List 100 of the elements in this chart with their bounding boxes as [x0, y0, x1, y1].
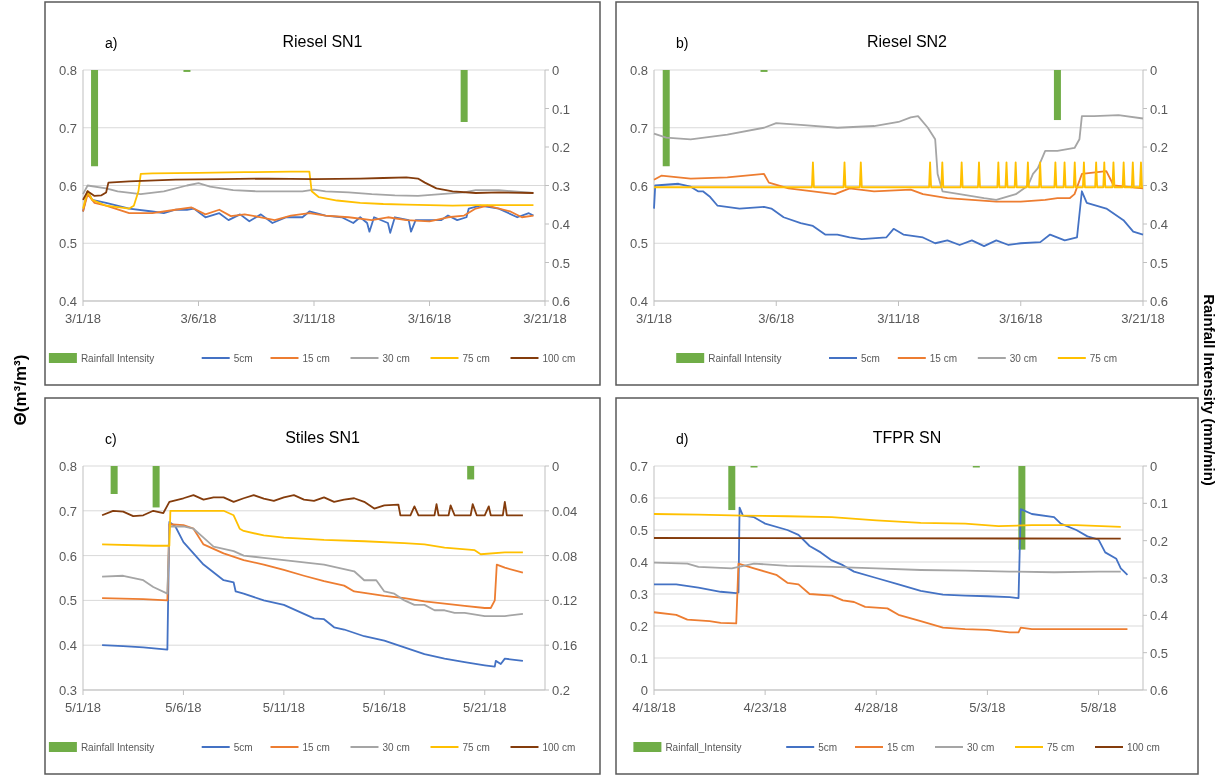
x-tick-label: 4/28/18: [854, 700, 898, 715]
x-tick-label: 3/1/18: [635, 311, 673, 326]
legend-label: 30 cm: [382, 353, 410, 364]
y-tick-label: 0.5: [629, 523, 648, 538]
chart-title: TFPR SN: [872, 429, 942, 446]
y-tick-label: 0.7: [629, 459, 648, 474]
y2-tick-label: 0.2: [1150, 140, 1169, 155]
legend-label: Rainfall Intensity: [80, 742, 155, 753]
y-tick-label: 0.7: [629, 120, 648, 136]
legend-label: Rainfall Intensity: [80, 353, 155, 364]
legend-label: 5cm: [861, 353, 880, 364]
y2-tick-label: 0.4: [552, 217, 571, 232]
y-tick-label: 0.4: [58, 294, 77, 309]
x-tick-label: 5/1/18: [64, 700, 102, 715]
y2-tick-label: 0.6: [1150, 294, 1169, 309]
y2-tick-label: 0.04: [552, 503, 578, 519]
y2-tick-label: 0.6: [1150, 683, 1169, 698]
y2-tick-label: 0.3: [1150, 178, 1169, 194]
y-tick-label: 0.7: [58, 503, 77, 519]
y2-tick-label: 0.3: [1150, 571, 1169, 586]
y2-tick-label: 0.1: [1150, 496, 1169, 512]
chart-title: Riesel SN1: [282, 33, 363, 50]
y-axis-title: Θ(m³/m³): [11, 354, 30, 426]
legend-label: 15 cm: [887, 742, 915, 753]
y-tick-label: 0.5: [58, 593, 77, 609]
y2-tick-label: 0.4: [1150, 217, 1169, 232]
y-tick-label: 0.8: [58, 459, 77, 474]
x-tick-label: 5/21/18: [463, 700, 507, 715]
y2-tick-label: 0.1: [552, 101, 571, 117]
text: a): [105, 35, 118, 51]
x-tick-label: 5/6/18: [165, 700, 202, 715]
x-tick-label: 5/16/18: [362, 700, 406, 715]
y2-tick-label: 0: [1150, 459, 1158, 474]
legend-label: 30 cm: [382, 742, 410, 753]
legend-label: 75 cm: [1047, 742, 1075, 753]
y2-tick-label: 0.3: [552, 178, 571, 194]
y2-tick-label: 0: [552, 459, 560, 474]
x-tick-label: 5/3/18: [969, 700, 1006, 715]
y-tick-label: 0.4: [58, 638, 77, 654]
y-tick-label: 0.7: [58, 120, 77, 136]
y2-tick-label: 0.4: [1150, 608, 1169, 624]
legend-label: Rainfall Intensity: [708, 353, 782, 364]
text: b): [676, 35, 689, 51]
y2-axis-title: Rainfall Intensity (mm/min): [1201, 294, 1218, 486]
x-tick-label: 3/11/18: [877, 311, 920, 326]
legend-label: 30 cm: [1009, 353, 1038, 364]
y2-tick-label: 0.2: [552, 140, 571, 155]
y-tick-label: 0.4: [629, 294, 648, 309]
y-tick-label: 0: [640, 683, 648, 698]
y-tick-label: 0.3: [629, 587, 648, 602]
y-tick-label: 0.2: [629, 619, 648, 634]
legend-label: 15 cm: [302, 353, 330, 364]
legend-label: 15 cm: [302, 742, 330, 753]
legend-label: 100 cm: [542, 353, 576, 364]
legend-label: 75 cm: [462, 742, 490, 753]
y-tick-label: 0.5: [58, 236, 77, 252]
y-tick-label: 0.4: [629, 555, 648, 570]
legend-label: 15 cm: [929, 353, 958, 364]
legend-label: 75 cm: [1089, 353, 1118, 364]
legend-label: 30 cm: [967, 742, 995, 753]
y2-tick-label: 0.08: [552, 548, 578, 564]
y2-tick-label: 0.6: [552, 294, 571, 309]
chart-title: Stiles SN1: [285, 429, 360, 446]
y-tick-label: 0.3: [58, 683, 77, 698]
x-tick-label: 3/6/18: [758, 311, 795, 326]
y2-tick-label: 0.2: [552, 683, 571, 698]
y-tick-label: 0.6: [58, 548, 77, 564]
chart-title: Riesel SN2: [866, 33, 948, 50]
y2-tick-label: 0.16: [552, 638, 578, 654]
y2-tick-label: 0.2: [1150, 533, 1169, 549]
x-tick-label: 5/8/18: [1080, 700, 1117, 715]
y-tick-label: 0.6: [629, 178, 648, 194]
y2-tick-label: 0.5: [1150, 645, 1169, 661]
legend-label: 5cm: [233, 353, 253, 364]
y2-tick-label: 0: [1150, 63, 1158, 78]
x-tick-label: 4/18/18: [632, 700, 676, 715]
y-tick-label: 0.6: [58, 178, 77, 194]
text: d): [676, 431, 689, 447]
y2-tick-label: 0.12: [552, 593, 578, 609]
x-tick-label: 3/21/18: [1121, 311, 1165, 326]
y-tick-label: 0.6: [629, 491, 648, 506]
legend-label: 100 cm: [1127, 742, 1160, 753]
y2-tick-label: 0.1: [1150, 101, 1169, 117]
x-tick-label: 3/1/18: [64, 311, 102, 326]
x-tick-label: 3/16/18: [407, 311, 452, 326]
y-tick-label: 0.5: [629, 236, 648, 252]
y2-tick-label: 0.5: [1150, 255, 1169, 271]
x-tick-label: 4/23/18: [743, 700, 787, 715]
y-tick-label: 0.8: [58, 63, 77, 78]
legend-label: 75 cm: [462, 353, 490, 364]
y2-tick-label: 0: [552, 63, 560, 78]
y-tick-label: 0.1: [629, 651, 648, 666]
y-tick-label: 0.8: [629, 63, 648, 78]
x-tick-label: 3/21/18: [523, 311, 567, 326]
y2-tick-label: 0.5: [552, 255, 571, 271]
x-tick-label: 3/16/18: [999, 311, 1043, 326]
legend-label: 5cm: [233, 742, 253, 753]
x-tick-label: 3/6/18: [180, 311, 217, 326]
legend-label: Rainfall_Intensity: [665, 742, 742, 753]
x-tick-label: 5/11/18: [262, 700, 306, 715]
